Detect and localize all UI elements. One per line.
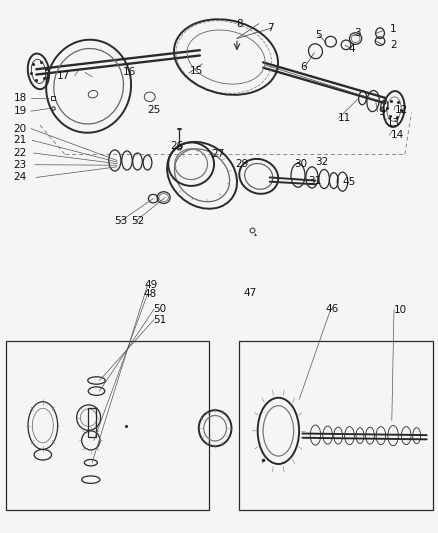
Text: 24: 24 [14, 172, 27, 182]
Text: 8: 8 [236, 19, 242, 29]
Text: 14: 14 [390, 130, 403, 140]
Text: 17: 17 [57, 70, 71, 80]
Text: 50: 50 [153, 304, 166, 314]
Text: 7: 7 [267, 23, 273, 33]
Text: 48: 48 [143, 289, 156, 299]
Text: 23: 23 [14, 160, 27, 169]
Text: 2: 2 [390, 40, 396, 50]
Text: 29: 29 [234, 159, 247, 169]
Text: 32: 32 [315, 157, 328, 166]
Text: 49: 49 [144, 280, 157, 290]
Text: 30: 30 [294, 159, 307, 169]
Text: 45: 45 [342, 176, 355, 187]
Text: 4: 4 [347, 44, 354, 54]
Text: 53: 53 [114, 216, 127, 227]
Text: 6: 6 [300, 62, 306, 72]
Text: 1: 1 [389, 24, 396, 34]
Text: 52: 52 [131, 216, 144, 227]
Text: 51: 51 [153, 314, 166, 325]
Text: 10: 10 [393, 305, 406, 315]
Text: 47: 47 [243, 288, 256, 298]
Text: 3: 3 [353, 28, 360, 38]
Text: 27: 27 [210, 149, 223, 159]
Text: 13: 13 [386, 118, 399, 128]
Text: 15: 15 [189, 67, 203, 76]
Text: 16: 16 [122, 68, 136, 77]
Text: 11: 11 [337, 113, 350, 123]
Text: 18: 18 [14, 93, 27, 103]
Text: 5: 5 [315, 30, 321, 41]
Bar [88, 408, 96, 437]
Text: 25: 25 [147, 105, 160, 115]
Text: 22: 22 [14, 148, 27, 158]
Text: 19: 19 [14, 106, 27, 116]
Text: 31: 31 [307, 175, 321, 185]
Bar [6, 341, 208, 511]
Text: 20: 20 [14, 124, 27, 134]
Text: 21: 21 [14, 135, 27, 146]
Bar [239, 341, 432, 511]
Text: 9: 9 [378, 107, 385, 117]
Text: 46: 46 [324, 304, 338, 314]
Text: 26: 26 [170, 141, 184, 151]
Text: 12: 12 [394, 105, 408, 115]
